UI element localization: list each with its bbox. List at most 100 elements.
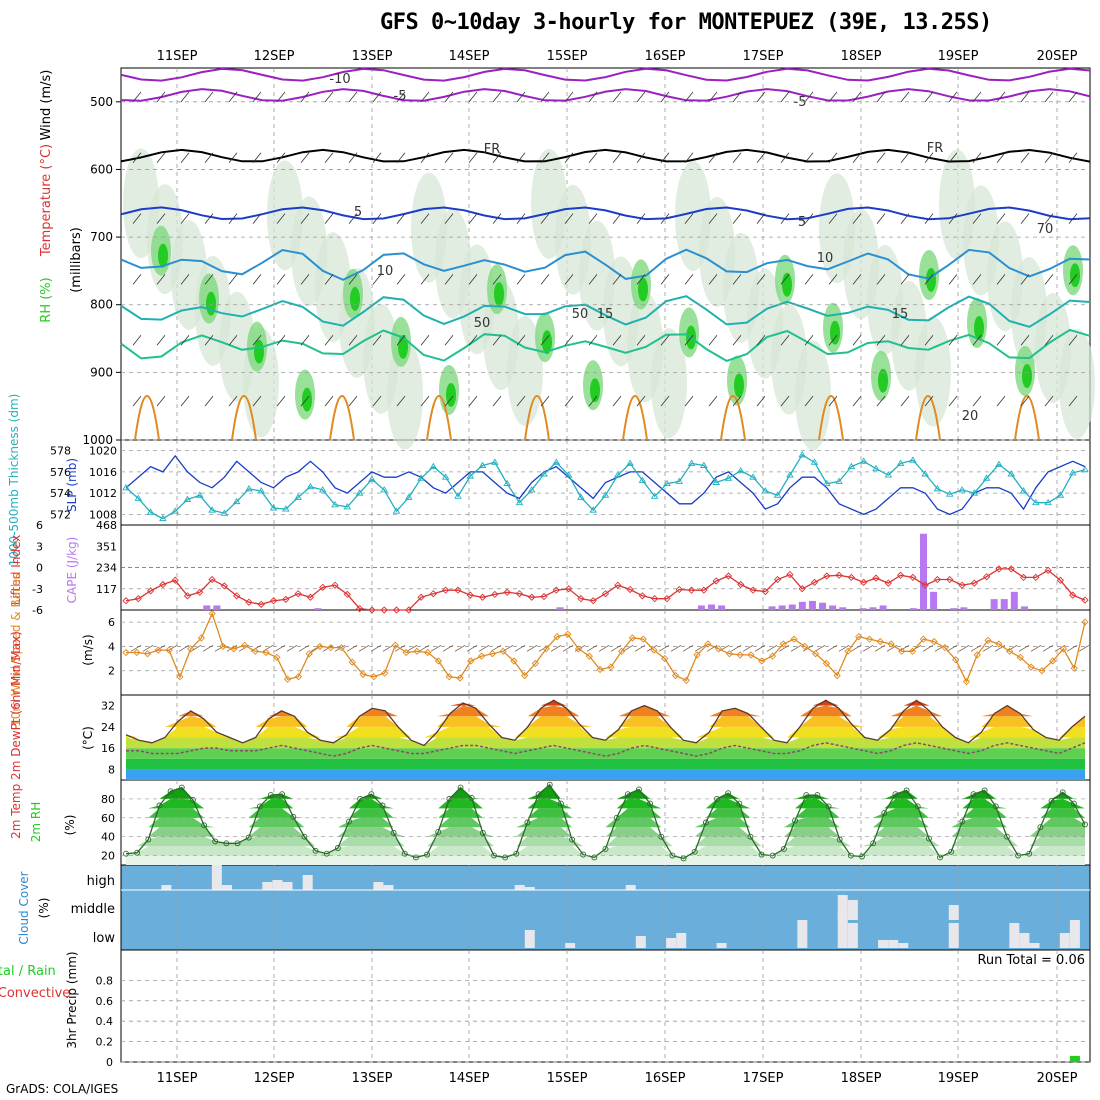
wind-barb (876, 395, 886, 407)
rh-2m-point (1082, 821, 1088, 828)
wind-barb (732, 152, 742, 163)
wind-barb (780, 335, 790, 346)
wind-barb (756, 335, 766, 346)
wind-barb (876, 91, 886, 103)
wind-barb-10m (1042, 644, 1054, 652)
wind-speed-point (251, 647, 259, 655)
wind-barb (636, 91, 646, 103)
lifted-index-point (798, 585, 806, 593)
wind-barb (756, 91, 766, 103)
ylabel-millibars: (millibars) (69, 227, 84, 293)
thickness-point (614, 471, 622, 478)
wind-barb (708, 213, 718, 224)
wind-speed-point (305, 650, 313, 658)
wind-barb-10m (922, 644, 934, 652)
cloud-bar-low (1059, 933, 1070, 948)
lifted-index-point (196, 588, 204, 596)
wind-barb (828, 274, 838, 285)
temperature-contour (120, 88, 1091, 102)
yunit-rh2m: (%) (63, 815, 77, 836)
wind-barb (492, 335, 502, 346)
rh-shade-high (302, 387, 312, 412)
ylabel-rh: RH (%) (39, 277, 54, 322)
wind-barb (372, 152, 382, 163)
rh-2m-point (245, 834, 252, 841)
yunit-wind10m: (m/s) (81, 634, 95, 665)
wind-barb (588, 91, 598, 103)
wind-barb (708, 91, 718, 103)
wind-barb (996, 335, 1006, 346)
wind-barb (588, 274, 598, 285)
wind-barb (684, 152, 694, 163)
wind-barb (396, 213, 406, 224)
rh-2m-point (123, 850, 129, 857)
wind-speed-point (962, 678, 971, 686)
wind-speed-point (952, 656, 960, 664)
lifted-index-point (958, 581, 966, 589)
wind-barb (804, 91, 814, 103)
wind-barb-10m (382, 644, 394, 652)
wind-barb (132, 213, 142, 224)
rh-2m-point (992, 803, 999, 810)
lifted-index-point (847, 573, 856, 582)
thickness-point (1044, 498, 1052, 506)
wind-speed-point (283, 675, 292, 683)
rh-shade-high (446, 382, 456, 407)
wind-speed-point (844, 647, 852, 655)
wind-barb (732, 335, 742, 346)
contour-label: 70 (1037, 222, 1054, 237)
cape-bar (879, 605, 887, 610)
wind-barb-10m (766, 644, 778, 652)
wind-speed-point (790, 635, 798, 643)
wind-barb (996, 152, 1006, 163)
wind-barb (300, 274, 310, 285)
lifted-index-point (786, 570, 794, 579)
cloud-bar-low (1029, 943, 1040, 948)
wind-speed-point (176, 673, 184, 681)
contour-label: 20 (962, 409, 979, 424)
wind-speed-point (747, 651, 755, 659)
wind-barb (468, 274, 478, 285)
wind-barb (612, 395, 622, 407)
rh-2m-point (836, 836, 843, 843)
y-tick-label-slp: 1016 (89, 466, 117, 479)
wind-barb (1020, 152, 1030, 163)
lifted-index-point (454, 586, 462, 594)
thickness-point (884, 471, 893, 478)
wind-barb (540, 395, 550, 407)
lifted-index-point (528, 593, 536, 601)
contour-label: 10 (377, 264, 394, 279)
wind-barb-10m (142, 644, 154, 652)
lifted-index-point (380, 606, 388, 614)
rh-shade-high (350, 286, 360, 311)
y-tick-label-thickness: 578 (50, 445, 71, 458)
cloud-bar-low (837, 913, 848, 948)
lifted-index-point (933, 575, 942, 584)
wind-barb (156, 395, 166, 407)
thickness-point (478, 461, 487, 468)
wind-barb (540, 274, 550, 285)
x-tick-label-top: 19SEP (938, 49, 979, 64)
temperature-contour-warm (134, 395, 160, 441)
rh-2m-point (725, 790, 732, 797)
thickness-point (700, 461, 708, 468)
wind-speed-point (671, 671, 680, 680)
thickness-point (454, 492, 462, 499)
wind-barb (1044, 335, 1054, 346)
wind-barb (396, 335, 406, 346)
y-tick-label-precip: 0.8 (96, 974, 114, 987)
cloud-bar-high (373, 882, 384, 890)
thickness-point (294, 493, 302, 500)
rh-2m-point (937, 854, 943, 861)
wind-barb (444, 274, 454, 285)
y-tick-label-wind: 4 (108, 640, 115, 653)
wind-barb (252, 213, 262, 224)
wind-barb (924, 335, 934, 346)
rh-band (126, 846, 1085, 856)
wind-speed-point (553, 633, 561, 641)
rh-2m-point (145, 836, 152, 843)
lifted-index-point (343, 590, 351, 599)
temperature-contour-warm (231, 395, 257, 441)
wind-barb (156, 274, 166, 285)
wind-barb (636, 395, 646, 407)
